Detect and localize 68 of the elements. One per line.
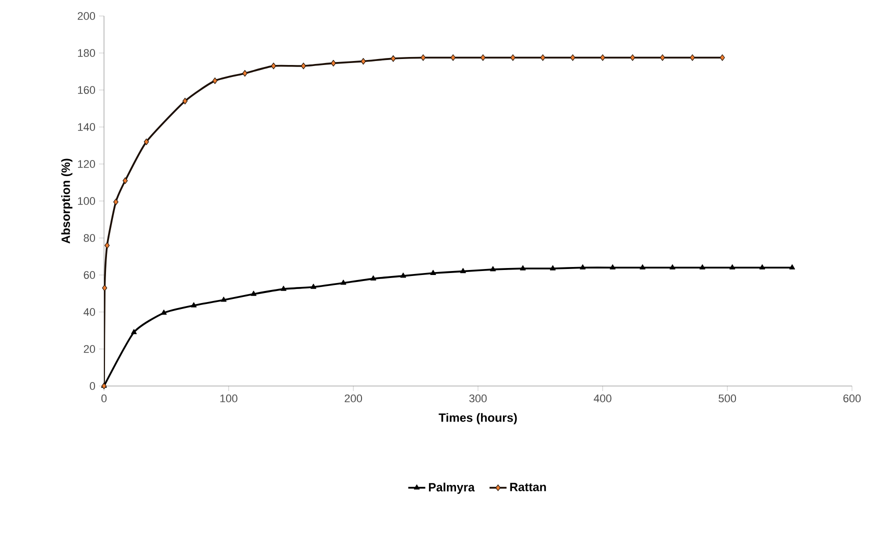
x-tick-label: 100 [220,394,238,402]
point [182,98,188,104]
y-tick-label: 80 [84,234,96,242]
point [102,284,108,292]
point [759,264,766,270]
x-tick-label: 0 [101,394,107,402]
point [450,54,456,61]
point [242,70,248,77]
point [190,302,197,308]
x-axis-title: Times (hours) [438,413,517,424]
point [104,242,110,249]
point [220,296,227,302]
x-tick-label: 500 [718,394,736,402]
legend-label: Rattan [510,482,546,492]
point [420,54,426,61]
point [610,264,616,270]
point [640,264,646,270]
point [390,55,396,62]
y-tick-label: 120 [78,160,96,168]
point [550,265,556,270]
point [330,60,336,66]
point [540,54,546,61]
y-axis-title: Absorption (%) [61,158,72,244]
point [690,54,695,61]
y-tick-label: 60 [84,271,96,279]
point [271,62,276,70]
x-tick-label: 200 [344,394,362,402]
point [113,198,118,206]
point [510,54,516,61]
y-tick-label: 160 [78,86,96,94]
point [460,268,466,274]
point [300,62,306,70]
y-tick-label: 40 [84,308,96,316]
y-tick-label: 200 [78,12,96,20]
x-tick-label: 600 [843,394,861,402]
point [430,270,436,275]
point [144,138,149,146]
y-tick-label: 140 [78,123,96,131]
point [700,264,706,270]
y-tick-label: 100 [78,197,96,205]
point [520,265,526,270]
point [212,77,218,84]
point [250,290,256,296]
x-tick-label: 300 [469,394,487,402]
point [630,54,636,61]
point [720,54,725,61]
point [789,264,796,270]
point [400,272,406,278]
point [480,54,486,61]
point [280,286,286,291]
y-tick-label: 20 [84,345,96,353]
point [310,284,316,289]
point [490,266,496,272]
point [570,54,576,61]
point [122,177,128,184]
point [600,54,606,61]
point [360,58,366,65]
legend-label: Palmyra [428,482,475,494]
point [670,264,676,270]
point [729,264,736,270]
point [370,275,376,280]
point [131,329,137,334]
y-tick-label: 180 [78,49,96,57]
x-tick-label: 400 [594,394,612,402]
point [660,54,666,61]
point [580,264,586,270]
point [340,280,346,285]
y-tick-label: 0 [90,382,96,390]
